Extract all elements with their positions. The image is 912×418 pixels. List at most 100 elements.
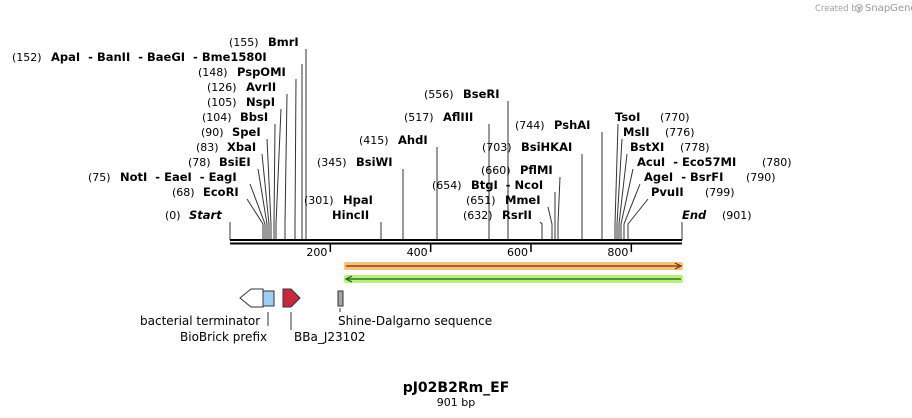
leader-msli bbox=[616, 138, 623, 240]
feature-bacterial-terminator bbox=[239, 288, 264, 308]
leader-ecori bbox=[246, 198, 264, 240]
avrii-position: (126) bbox=[207, 81, 237, 94]
xbai-label: XbaI bbox=[227, 140, 256, 154]
created-by-text: Created by bbox=[815, 4, 862, 14]
bstxi-label: BstXI bbox=[630, 140, 664, 154]
agei-label: AgeI - BsrFI bbox=[644, 170, 723, 184]
acui-position: (780) bbox=[762, 156, 792, 169]
leader-pvuii bbox=[627, 198, 649, 240]
pshai-label: PshAI bbox=[554, 118, 590, 132]
enzyme-leader-lines bbox=[229, 49, 683, 240]
leader-pspomi bbox=[294, 78, 297, 240]
leader-bsiei bbox=[257, 168, 268, 240]
msli-position: (776) bbox=[665, 126, 695, 139]
start-label: Start bbox=[189, 208, 222, 222]
bsiei-position: (78) bbox=[188, 156, 211, 169]
acui-label: AcuI - Eco57MI bbox=[637, 155, 736, 169]
biobrick-prefix-label: BioBrick prefix bbox=[180, 330, 267, 344]
hincii-label: HincII bbox=[332, 208, 369, 222]
map-title: pJ02B2Rm_EF bbox=[403, 380, 510, 396]
leader-bstxi bbox=[618, 153, 628, 240]
ahdi-position: (415) bbox=[359, 134, 389, 147]
noti-position: (75) bbox=[88, 171, 111, 184]
avrii-label: AvrII bbox=[246, 80, 276, 94]
bbsi-position: (104) bbox=[202, 111, 232, 124]
leader-spei bbox=[266, 138, 272, 240]
spei-position: (90) bbox=[201, 126, 224, 139]
bstxi-position: (778) bbox=[680, 141, 710, 154]
hpai-position: (301) bbox=[304, 194, 334, 207]
leader-bbsi bbox=[273, 123, 276, 240]
bmri-position: (155) bbox=[229, 36, 259, 49]
rsrii-label: RsrII bbox=[502, 208, 532, 222]
spei-label: SpeI bbox=[232, 125, 261, 139]
btgi-label: BtgI - NcoI bbox=[471, 178, 543, 192]
ecori-position: (68) bbox=[172, 186, 195, 199]
rsrii-position: (632) bbox=[463, 209, 493, 222]
promoter-label: BBa_J23102 bbox=[294, 330, 366, 344]
scale-tick-label-200: 200 bbox=[306, 246, 327, 259]
tsoi-position: (770) bbox=[660, 111, 690, 124]
ahdi-label: AhdI bbox=[398, 133, 428, 147]
pflmi-position: (660) bbox=[481, 164, 511, 177]
btgi-position: (654) bbox=[432, 179, 462, 192]
pshai-position: (744) bbox=[515, 119, 545, 132]
leader-xbai bbox=[261, 153, 270, 240]
leader-mmei bbox=[547, 206, 553, 240]
bsihkai-label: BsiHKAI bbox=[521, 140, 572, 154]
leader-tsoi bbox=[614, 123, 619, 240]
snapgene-brand-text: SnapGene bbox=[865, 3, 912, 14]
feature-biobrick-prefix bbox=[262, 290, 275, 307]
pvuii-label: PvuII bbox=[651, 185, 684, 199]
enzyme-labels-left: (0) Start (68) EcoRI (75) NotI - EaeI - … bbox=[12, 35, 299, 222]
apai-label: ApaI - BanII - BaeGI - Bme1580I bbox=[51, 50, 267, 64]
orf-forward-bar bbox=[344, 262, 683, 270]
shine-dalgarno-label: Shine-Dalgarno sequence bbox=[338, 314, 492, 328]
bsiwi-position: (345) bbox=[317, 156, 347, 169]
bbsi-label: BbsI bbox=[240, 110, 268, 124]
pspomi-position: (148) bbox=[198, 66, 228, 79]
sequence-backbone bbox=[230, 239, 682, 245]
leader-noti bbox=[249, 183, 266, 240]
scale-tick-label-400: 400 bbox=[407, 246, 428, 259]
snapgene-logo-icon bbox=[855, 4, 863, 12]
scale-tick-label-600: 600 bbox=[507, 246, 528, 259]
bacterial-terminator-label: bacterial terminator bbox=[140, 314, 260, 328]
apai-position: (152) bbox=[12, 51, 42, 64]
xbai-position: (83) bbox=[196, 141, 219, 154]
bsiei-label: BsiEI bbox=[219, 155, 251, 169]
bseri-position: (556) bbox=[424, 88, 454, 101]
msli-label: MslI bbox=[623, 125, 650, 139]
bmri-label: BmrI bbox=[268, 35, 299, 49]
scale-tick-label-800: 800 bbox=[607, 246, 628, 259]
orf-reverse-bar bbox=[344, 275, 683, 283]
afliii-label: AflIII bbox=[443, 110, 473, 124]
leader-avrii bbox=[284, 93, 288, 240]
pvuii-position: (799) bbox=[705, 186, 735, 199]
nspi-label: NspI bbox=[246, 95, 275, 109]
noti-label: NotI - EaeI - EagI bbox=[120, 170, 237, 184]
leader-rsrii bbox=[539, 221, 543, 240]
end-position: (901) bbox=[722, 209, 752, 222]
feature-promoter bbox=[282, 288, 301, 308]
map-length: 901 bp bbox=[437, 396, 475, 409]
scale-ticks: 200 400 600 800 bbox=[306, 244, 633, 259]
bseri-label: BseRI bbox=[463, 87, 500, 101]
nspi-position: (105) bbox=[207, 96, 237, 109]
feature-leader-lines bbox=[267, 308, 341, 330]
leader-pflmi bbox=[557, 176, 561, 240]
start-position: (0) bbox=[165, 209, 181, 222]
leader-acui bbox=[620, 168, 634, 240]
ecori-label: EcoRI bbox=[203, 185, 239, 199]
mmei-position: (651) bbox=[466, 194, 496, 207]
enzyme-labels-middle: (301) HpaI HincII (345) BsiWI (415) AhdI… bbox=[304, 87, 590, 222]
enzyme-labels-right: TsoI (770) MslI (776) BstXI (778) AcuI -… bbox=[615, 110, 792, 222]
hpai-label: HpaI bbox=[343, 193, 373, 207]
tsoi-label: TsoI bbox=[615, 110, 640, 124]
mmei-label: MmeI bbox=[505, 193, 541, 207]
pflmi-label: PflMI bbox=[520, 163, 553, 177]
bsiwi-label: BsiWI bbox=[356, 155, 393, 169]
leader-nspi bbox=[275, 108, 282, 240]
feature-shine-dalgarno bbox=[337, 290, 344, 307]
